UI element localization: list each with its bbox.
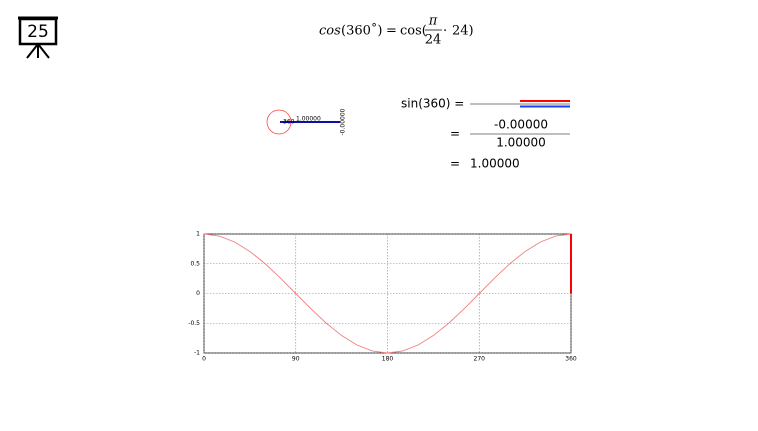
- y-tick-label: -0.5: [188, 320, 200, 327]
- x-tick-label: 0: [202, 356, 206, 363]
- leg: [37, 43, 50, 59]
- formula-func: cos(: [400, 24, 427, 39]
- formula-arg: (360˚): [341, 23, 382, 39]
- curve: [203, 233, 572, 354]
- badge-icon: [18, 16, 58, 59]
- radius-label: 1.00000: [296, 116, 321, 123]
- formula-eq: =: [386, 24, 397, 39]
- angle-label: 360: [283, 119, 295, 126]
- fraction-numerator: -0.00000: [494, 118, 548, 132]
- y-tick-label: 0: [196, 290, 200, 297]
- badge-number: 25: [27, 22, 49, 42]
- formula-numerator: π: [428, 14, 438, 29]
- fraction-denominator: 1.00000: [496, 136, 546, 150]
- plot: -1 -0.5 0 0.5 1 0 90 180 270 360: [188, 231, 577, 363]
- y-tick-label: -1: [194, 350, 200, 357]
- formula-func: cos: [319, 24, 341, 39]
- equals: =: [450, 157, 460, 171]
- y-tick-label: 1: [196, 231, 200, 238]
- leg: [26, 43, 39, 59]
- fraction-lhs: sin(360) =: [401, 97, 464, 111]
- formula-factor: 24): [452, 24, 474, 39]
- fraction-result: 1.00000: [470, 157, 520, 171]
- formula-denominator: 24: [425, 33, 442, 48]
- x-tick-label: 90: [292, 356, 300, 363]
- equals: =: [450, 127, 460, 141]
- x-tick-label: 360: [565, 356, 577, 363]
- sine-label: -0.00000: [340, 108, 347, 135]
- x-tick-label: 270: [474, 356, 486, 363]
- x-tick-label: 180: [382, 356, 394, 363]
- formula-dot: ·: [443, 24, 447, 39]
- y-tick-label: 0.5: [190, 260, 200, 267]
